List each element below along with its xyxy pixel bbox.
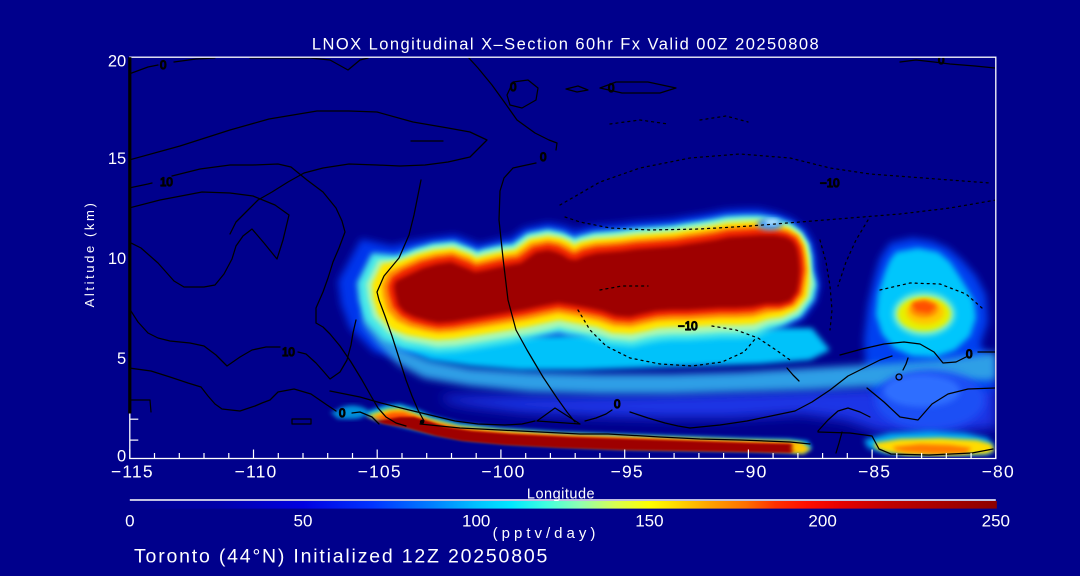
svg-text:−80: −80 [982, 462, 1015, 482]
svg-text:5: 5 [117, 350, 126, 368]
svg-text:0: 0 [540, 152, 546, 164]
svg-text:0: 0 [938, 55, 944, 67]
svg-text:20: 20 [108, 52, 126, 70]
svg-text:−105: −105 [358, 462, 402, 482]
svg-text:−10: −10 [678, 321, 698, 333]
svg-text:−85: −85 [858, 462, 891, 482]
svg-text:−115: −115 [111, 462, 154, 482]
svg-text:0: 0 [160, 60, 166, 72]
svg-text:10: 10 [108, 250, 126, 268]
svg-text:0: 0 [339, 408, 345, 420]
svg-text:−110: −110 [235, 462, 278, 482]
svg-text:Longitude: Longitude [527, 487, 595, 503]
svg-text:Toronto (44°N) Initialized 12Z: Toronto (44°N) Initialized 12Z 20250805 [134, 546, 549, 568]
svg-text:LNOX Longitudinal X–Section 60: LNOX Longitudinal X–Section 60hr Fx Vali… [312, 36, 820, 54]
svg-text:10: 10 [160, 177, 173, 189]
svg-text:50: 50 [294, 512, 313, 531]
svg-text:0: 0 [117, 447, 126, 465]
svg-text:150: 150 [635, 512, 663, 531]
svg-text:0: 0 [608, 83, 614, 95]
svg-text:−10: −10 [820, 178, 840, 190]
svg-text:200: 200 [808, 512, 836, 531]
svg-text:0: 0 [510, 82, 516, 94]
svg-text:0: 0 [125, 512, 134, 531]
svg-text:(pptv/day): (pptv/day) [493, 525, 600, 542]
svg-text:250: 250 [982, 512, 1010, 531]
svg-text:10: 10 [282, 347, 295, 359]
svg-text:15: 15 [108, 150, 126, 168]
svg-text:−95: −95 [611, 462, 644, 482]
svg-text:0: 0 [966, 349, 972, 361]
svg-text:Altitude (km): Altitude (km) [82, 201, 97, 308]
svg-text:0: 0 [614, 399, 620, 411]
svg-text:−90: −90 [734, 462, 767, 482]
svg-text:−100: −100 [481, 462, 525, 482]
svg-text:100: 100 [462, 512, 490, 531]
